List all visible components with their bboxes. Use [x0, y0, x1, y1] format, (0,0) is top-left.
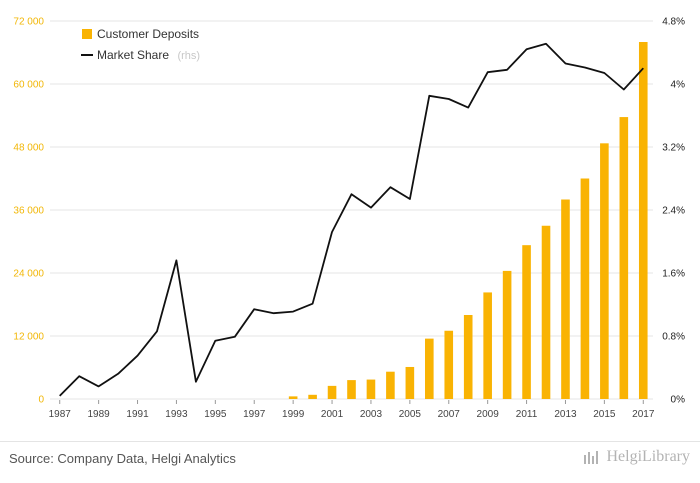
- gridlines: [50, 20, 653, 400]
- x-axis-tick-label: 1989: [88, 409, 111, 420]
- bar-series-customer-deposits: [288, 42, 648, 399]
- bar: [444, 330, 454, 399]
- x-axis-tick-label: 2009: [477, 409, 500, 420]
- right-axis-tick-label: 0%: [671, 395, 686, 406]
- left-axis-tick-label: 72 000: [13, 17, 44, 28]
- x-axis-tick-label: 2003: [360, 409, 383, 420]
- x-axis-tick-label: 2017: [632, 409, 655, 420]
- x-axis-ticks: 1987 1989 1991 1993 1995 1997 1999 2001 2003 2005…: [49, 400, 655, 420]
- bar: [288, 396, 298, 399]
- footer-divider: [0, 441, 700, 442]
- legend-label-customer-deposits: Customer Deposits: [97, 27, 199, 41]
- bar: [541, 225, 551, 399]
- bar: [600, 143, 609, 399]
- bar: [347, 380, 356, 399]
- bar: [366, 379, 376, 399]
- legend-swatch-customer-deposits: [82, 29, 92, 39]
- x-axis-tick-label: 1997: [243, 409, 266, 420]
- x-axis-tick-label: 1987: [49, 409, 72, 420]
- right-axis-tick-label: 4.8%: [662, 17, 685, 28]
- legend-label-market-share-group: Market Share (rhs): [97, 46, 200, 63]
- bar: [522, 245, 531, 399]
- x-axis-tick-label: 2011: [516, 409, 538, 420]
- left-axis-tick-label: 12 000: [13, 332, 44, 343]
- bar: [580, 178, 590, 399]
- bar: [483, 292, 492, 399]
- legend-label-market-share: Market Share: [97, 48, 169, 62]
- left-axis-tick-label: 48 000: [13, 143, 44, 154]
- legend: Customer Deposits Market Share (rhs): [81, 27, 200, 63]
- left-axis-tick-label: 24 000: [13, 269, 44, 280]
- x-axis-tick-label: 1993: [165, 409, 188, 420]
- bar: [386, 371, 395, 399]
- left-axis-ticks: 0 12 000 24 000 36 000 48 000 60 000 72 000: [13, 17, 44, 406]
- x-axis-tick-label: 2007: [438, 409, 461, 420]
- left-axis-tick-label: 36 000: [13, 206, 44, 217]
- x-axis-tick-label: 2005: [399, 409, 422, 420]
- x-axis-tick-label: 1991: [126, 409, 149, 420]
- right-axis-tick-label: 3.2%: [662, 143, 685, 154]
- logo-text: HelgiLibrary: [606, 448, 690, 465]
- x-axis-tick-label: 2015: [593, 409, 616, 420]
- bar: [463, 315, 473, 399]
- right-axis-tick-label: 4%: [671, 80, 686, 91]
- legend-rhs-note: (rhs): [177, 50, 200, 62]
- library-icon: [584, 451, 599, 464]
- bar: [308, 394, 317, 399]
- right-axis-tick-label: 0.8%: [662, 332, 685, 343]
- source-note: Source: Company Data, Helgi Analytics: [9, 451, 236, 466]
- x-axis-tick-label: 2013: [554, 409, 577, 420]
- x-axis-tick-label: 1995: [204, 409, 227, 420]
- bar: [425, 338, 434, 399]
- bar: [502, 270, 512, 399]
- right-axis-ticks: 0% 0.8% 1.6% 2.4% 3.2% 4% 4.8%: [662, 17, 685, 406]
- bar: [561, 199, 570, 399]
- helgi-library-logo[interactable]: HelgiLibrary: [583, 448, 690, 466]
- x-axis-tick-label: 2001: [321, 409, 344, 420]
- bar: [619, 117, 629, 399]
- market-share-line: [59, 42, 644, 397]
- x-axis-tick-label: 1999: [282, 409, 305, 420]
- left-axis-tick-label: 0: [38, 395, 44, 406]
- bar: [327, 385, 337, 399]
- left-axis-tick-label: 60 000: [13, 80, 44, 91]
- line-series-market-share: [59, 42, 644, 397]
- bar: [638, 42, 648, 399]
- right-axis-tick-label: 2.4%: [662, 206, 685, 217]
- bar: [405, 366, 415, 399]
- right-axis-tick-label: 1.6%: [662, 269, 685, 280]
